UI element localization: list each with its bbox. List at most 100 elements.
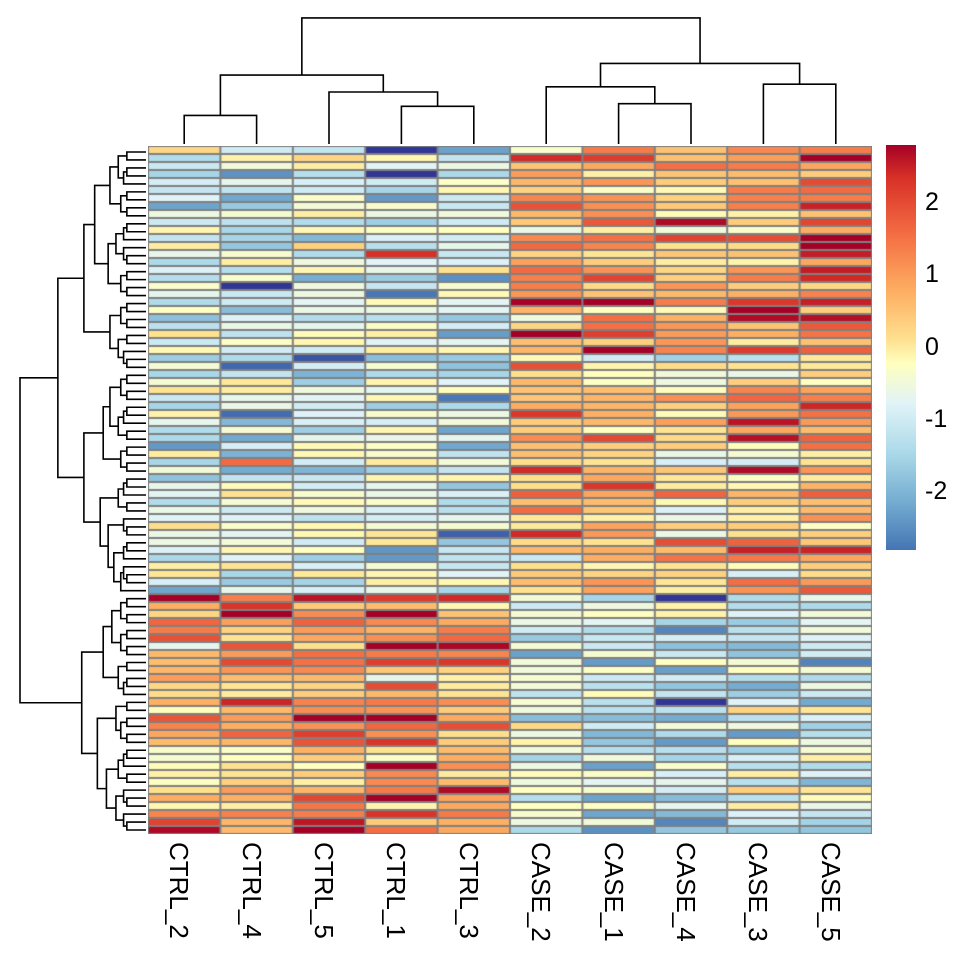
dendrogram-link bbox=[105, 768, 119, 809]
dendrogram-link bbox=[126, 151, 146, 161]
dendrogram-link bbox=[126, 207, 146, 217]
dendrogram-link bbox=[117, 665, 127, 690]
dendrogram-link bbox=[126, 597, 146, 608]
dendrogram-link bbox=[117, 338, 127, 359]
dendrogram-link bbox=[119, 601, 127, 620]
dendrogram-link bbox=[113, 552, 124, 583]
colorbar-tick-label: 2 bbox=[925, 187, 939, 216]
dendrogram-link bbox=[107, 242, 121, 285]
dendrogram-link bbox=[126, 302, 146, 313]
dendrogram-link bbox=[109, 314, 121, 350]
dendrogram-link bbox=[545, 86, 656, 144]
dendrogram-link bbox=[83, 223, 110, 333]
column-label-ctrl_3: CTRL_3 bbox=[453, 842, 484, 939]
dendrogram-link bbox=[126, 661, 146, 672]
dendrogram-link bbox=[126, 191, 146, 201]
dendrogram-link bbox=[126, 478, 146, 488]
column-label-case_2: CASE_2 bbox=[526, 842, 557, 942]
dendrogram-link bbox=[617, 102, 692, 144]
dendrogram-link bbox=[599, 62, 801, 87]
dendrogram-link bbox=[126, 717, 146, 728]
dendrogram-link bbox=[126, 797, 146, 807]
column-label-case_5: CASE_5 bbox=[815, 842, 846, 942]
dendrogram-link bbox=[126, 629, 146, 640]
colorbar-tick-label: -1 bbox=[925, 404, 948, 433]
dendrogram-link bbox=[115, 232, 124, 255]
dendrogram-link bbox=[119, 306, 127, 325]
dendrogram-link bbox=[93, 184, 110, 265]
dendrogram-link bbox=[99, 497, 119, 547]
dendrogram-link bbox=[117, 759, 127, 779]
column-label-case_4: CASE_4 bbox=[671, 842, 701, 942]
dendrogram-link bbox=[126, 502, 146, 512]
dendrogram-link bbox=[126, 358, 146, 369]
column-label-ctrl_5: CTRL_5 bbox=[309, 842, 339, 939]
column-label-ctrl_2: CTRL_2 bbox=[164, 842, 195, 939]
dendrogram-link bbox=[762, 83, 837, 144]
dendrogram-link bbox=[119, 633, 127, 652]
dendrogram-link bbox=[126, 270, 146, 281]
dendrogram-link bbox=[80, 651, 104, 755]
dendrogram-link bbox=[126, 334, 146, 345]
dendrogram-link bbox=[126, 573, 146, 584]
dendrogram-link bbox=[328, 91, 439, 144]
dendrogram-link bbox=[119, 274, 127, 293]
dendrogram-link bbox=[119, 450, 127, 468]
dendrogram-link bbox=[126, 613, 146, 624]
dendrogram-link bbox=[111, 609, 121, 644]
colorbar-gradient bbox=[886, 145, 916, 550]
dendrogram-link bbox=[126, 390, 146, 401]
column-label-case_3: CASE_3 bbox=[743, 842, 774, 942]
heatmap[interactable] bbox=[148, 146, 872, 834]
dendrogram-link bbox=[119, 721, 127, 740]
dendrogram-link bbox=[117, 488, 127, 508]
dendrogram-link bbox=[126, 222, 146, 233]
column-label-ctrl_1: CTRL_1 bbox=[381, 842, 412, 939]
column-labels: CTRL_2 CTRL_4 CTRL_5 CTRL_1 CTRL_3 CASE_2 CASE… bbox=[148, 840, 872, 960]
dendrogram-link bbox=[126, 645, 146, 656]
column-dendrogram bbox=[183, 17, 837, 144]
dendrogram-link bbox=[119, 195, 127, 213]
colorbar-tick-label: 1 bbox=[925, 260, 939, 289]
dendrogram-link bbox=[301, 17, 701, 76]
dendrogram-link bbox=[119, 571, 146, 592]
dendrogram-link bbox=[126, 821, 146, 831]
dendrogram-link bbox=[126, 526, 146, 536]
dendrogram-link bbox=[119, 378, 127, 397]
dendrogram-link bbox=[126, 773, 146, 783]
dendrogram-link bbox=[126, 406, 146, 417]
dendrogram-link bbox=[96, 717, 116, 790]
dendrogram-link bbox=[126, 254, 146, 265]
dendrogram-link bbox=[19, 377, 82, 704]
dendrogram-link bbox=[117, 416, 127, 436]
row-dendrogram bbox=[19, 151, 146, 831]
dendrogram-link bbox=[117, 155, 127, 179]
heatmap-canvas[interactable] bbox=[148, 146, 872, 834]
dendrogram-link bbox=[126, 677, 146, 688]
dendrogram-link bbox=[183, 114, 258, 144]
colorbar-tick-label: 0 bbox=[925, 332, 939, 361]
dendrogram-link bbox=[126, 286, 146, 297]
colorbar-ticks: 2 1 0 -1 -2 bbox=[916, 145, 960, 550]
dendrogram-link bbox=[126, 733, 146, 744]
column-label-case_1: CASE_1 bbox=[598, 842, 629, 942]
dendrogram-link bbox=[126, 167, 146, 177]
dendrogram-link bbox=[126, 446, 146, 456]
dendrogram-link bbox=[115, 795, 124, 821]
dendrogram-link bbox=[126, 374, 146, 385]
dendrogram-link bbox=[219, 74, 385, 116]
dendrogram-link bbox=[126, 318, 146, 329]
dendrogram-link bbox=[126, 462, 146, 472]
dendrogram-link bbox=[107, 524, 124, 569]
colorbar-tick-label: -2 bbox=[925, 477, 948, 506]
dendrogram-link bbox=[126, 749, 146, 760]
dendrogram-link bbox=[126, 430, 146, 440]
dendrogram-link bbox=[400, 105, 475, 144]
column-label-ctrl_4: CTRL_4 bbox=[236, 842, 267, 939]
dendrogram-link bbox=[109, 166, 121, 205]
dendrogram-link bbox=[126, 542, 146, 552]
dendrogram-link bbox=[57, 277, 84, 479]
dendrogram-link bbox=[126, 701, 146, 712]
dendrogram-link bbox=[109, 386, 121, 427]
